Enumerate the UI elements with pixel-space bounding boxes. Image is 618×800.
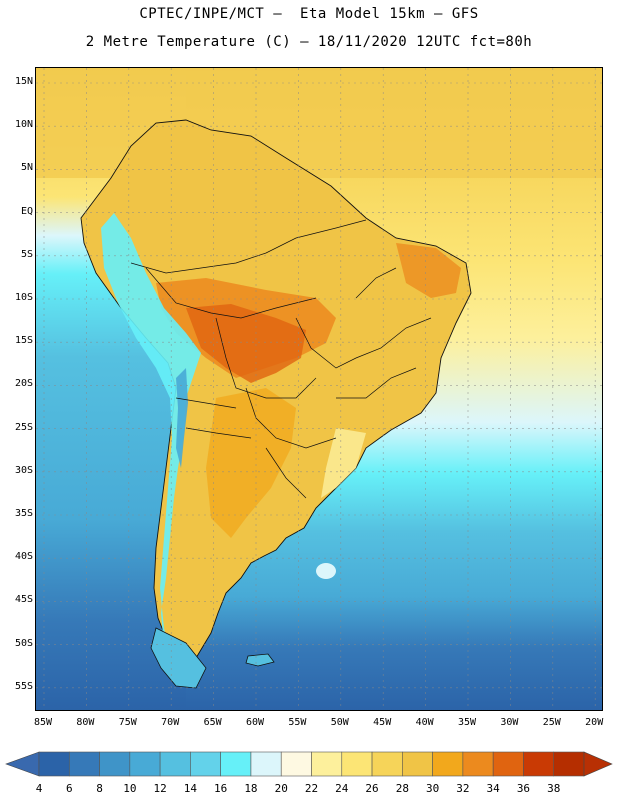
lat-label: 35S: [14, 508, 33, 519]
lat-label: 15N: [14, 76, 33, 87]
lat-label: 15S: [14, 335, 33, 347]
colorbar-swatch: [432, 751, 464, 777]
colorbar-swatch: [159, 751, 191, 777]
colorbar-swatch: [523, 751, 555, 777]
colorbar-swatch: [38, 751, 70, 777]
colorbar-label: 6: [65, 782, 73, 795]
lat-label: 50S: [14, 637, 33, 649]
colorbar-swatch: [311, 751, 343, 777]
lat-label: 5S: [20, 248, 33, 260]
lon-label: 70W: [161, 717, 180, 728]
lon-label: 85W: [33, 717, 53, 728]
continent-land: [80, 119, 472, 669]
colorbar-label: 30: [425, 782, 440, 795]
colorbar-low-arrow: [5, 751, 40, 777]
lon-label: 30W: [500, 717, 519, 728]
lat-label: 20S: [14, 378, 33, 390]
colorbar-swatch: [190, 751, 221, 777]
colorbar-label: 24: [335, 782, 349, 795]
title-line-1: CPTEC/INPE/MCT – Eta Model 15km – GFS: [139, 6, 479, 22]
lat-label: 25S: [14, 421, 33, 433]
colorbar-label: 18: [244, 782, 258, 795]
colorbar-label: 34: [486, 782, 500, 795]
colorbar-swatch: [492, 751, 524, 777]
colorbar-swatch: [553, 751, 585, 777]
lat-label: 45S: [14, 594, 33, 606]
colorbar-swatch: [99, 751, 131, 777]
colorbar-label: 12: [153, 782, 167, 795]
falkland-islands: [245, 653, 275, 667]
lat-label: 55S: [14, 680, 33, 692]
lon-label: 35W: [457, 717, 477, 728]
lon-label: 45W: [373, 717, 392, 728]
heat-zone-south: [206, 388, 296, 538]
lon-label: 50W: [330, 717, 349, 728]
lat-label: 10S: [14, 292, 33, 303]
colorbar-label: 14: [183, 782, 197, 795]
colorbar-label: 4: [35, 782, 43, 795]
colorbar-label: 20: [274, 782, 288, 795]
lon-label: 60W: [245, 717, 265, 728]
colorbar-label: 8: [96, 782, 103, 795]
lat-label: EQ: [20, 205, 33, 217]
colorbar-swatch: [220, 751, 252, 777]
andes-peaks: [176, 368, 188, 468]
lat-label: 30S: [14, 464, 33, 476]
lon-label: 20W: [585, 717, 604, 728]
colorbar-swatch: [68, 751, 100, 777]
colorbar-swatch: [280, 751, 312, 777]
colorbar-label: 28: [395, 782, 409, 795]
colorbar-label: 36: [516, 782, 531, 795]
colorbar-swatch: [250, 751, 282, 777]
title-line-2: 2 Metre Temperature (C) – 18/11/2020 12U…: [85, 34, 533, 50]
colorbar-label: 16: [214, 782, 228, 795]
colorbar-label: 10: [123, 782, 137, 795]
colorbar-label: 26: [365, 782, 379, 795]
colorbar-swatch: [462, 751, 494, 777]
colorbar-high-arrow: [583, 751, 613, 777]
colorbar-swatch: [402, 751, 433, 777]
colorbar: [5, 751, 613, 777]
lat-label: 10N: [14, 119, 33, 131]
patagonia-tip: [150, 627, 207, 689]
colorbar-swatch: [371, 751, 403, 777]
map-canvas: [36, 68, 602, 710]
lat-label: 40S: [14, 551, 33, 563]
colorbar-label: 32: [456, 782, 470, 795]
ocean-eddy: [316, 563, 336, 579]
lon-label: 65W: [203, 717, 222, 728]
temperature-map: [35, 67, 603, 711]
heat-zone-northeast: [396, 243, 461, 298]
colorbar-swatch: [341, 751, 373, 777]
lon-label: 80W: [76, 717, 95, 728]
political-borders: [130, 219, 432, 499]
lon-label: 55W: [288, 717, 307, 728]
lon-label: 25W: [542, 717, 561, 728]
andes-cold-band: [101, 213, 201, 658]
lat-label: 5N: [20, 162, 33, 174]
colorbar-label: 38: [547, 782, 561, 795]
lon-label: 75W: [118, 717, 137, 728]
lon-label: 40W: [415, 717, 434, 728]
heat-zone-core: [186, 304, 306, 383]
map-gridlines: [36, 68, 602, 710]
colorbar-swatch: [129, 751, 161, 777]
colorbar-label: 22: [304, 782, 319, 795]
southeast-coast-cool: [321, 428, 366, 498]
